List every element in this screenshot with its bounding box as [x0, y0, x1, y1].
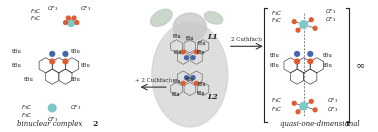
Circle shape	[308, 59, 313, 64]
Text: $CF_3$: $CF_3$	[70, 103, 82, 112]
Circle shape	[300, 21, 307, 28]
Circle shape	[67, 19, 75, 26]
Text: tBu: tBu	[197, 91, 206, 96]
Text: $F_3C$: $F_3C$	[271, 9, 283, 18]
Circle shape	[292, 101, 296, 105]
Text: + 2 Cu(hfac)₂: + 2 Cu(hfac)₂	[135, 78, 172, 83]
Text: 1: 1	[344, 120, 349, 128]
Text: tBu: tBu	[172, 92, 181, 97]
Text: tBu: tBu	[197, 50, 206, 55]
Circle shape	[308, 51, 313, 56]
Text: $F_3C$: $F_3C$	[30, 7, 42, 16]
Circle shape	[296, 110, 300, 114]
Text: $CF_3$: $CF_3$	[46, 115, 58, 124]
Circle shape	[292, 20, 296, 23]
Circle shape	[313, 26, 317, 30]
Text: $F_3C$: $F_3C$	[30, 14, 42, 23]
Text: $F_3C$: $F_3C$	[271, 96, 283, 105]
Ellipse shape	[173, 13, 206, 42]
Text: tBu: tBu	[23, 77, 33, 82]
Text: $CF_3$: $CF_3$	[327, 96, 338, 105]
Text: tBu: tBu	[71, 49, 81, 54]
Text: tBu: tBu	[322, 63, 332, 68]
Text: L1: L1	[207, 33, 217, 41]
Text: L2: L2	[207, 93, 217, 101]
Text: $CF_3$: $CF_3$	[327, 105, 338, 114]
Circle shape	[75, 21, 79, 24]
Circle shape	[63, 59, 68, 64]
Text: $CF_3$: $CF_3$	[46, 4, 58, 13]
Text: tBu: tBu	[12, 63, 22, 68]
Text: $CF_3$: $CF_3$	[325, 15, 336, 24]
Text: tBu: tBu	[174, 50, 183, 55]
Circle shape	[50, 59, 54, 64]
Text: tBu: tBu	[173, 34, 182, 39]
Text: ∞: ∞	[356, 60, 365, 70]
Circle shape	[295, 51, 299, 56]
Text: tBu: tBu	[198, 41, 206, 46]
Circle shape	[184, 56, 188, 60]
Text: tBu: tBu	[270, 53, 280, 58]
Circle shape	[313, 108, 317, 112]
Text: tBu: tBu	[71, 77, 81, 82]
Circle shape	[64, 21, 67, 24]
Circle shape	[300, 102, 307, 110]
Circle shape	[50, 51, 54, 56]
Ellipse shape	[150, 9, 172, 26]
Circle shape	[184, 76, 188, 79]
Ellipse shape	[204, 12, 223, 24]
Text: tBu: tBu	[198, 82, 206, 87]
Text: tBu: tBu	[270, 63, 280, 68]
Circle shape	[296, 28, 300, 32]
Circle shape	[181, 81, 185, 85]
Text: 2: 2	[92, 120, 98, 128]
Circle shape	[191, 56, 195, 60]
Text: quasi-one-dimensional: quasi-one-dimensional	[280, 120, 364, 128]
Circle shape	[48, 104, 56, 112]
Circle shape	[63, 51, 68, 56]
Circle shape	[195, 50, 198, 54]
Ellipse shape	[152, 23, 228, 127]
Circle shape	[309, 18, 313, 22]
Circle shape	[191, 76, 195, 79]
Text: $CF_3$: $CF_3$	[325, 7, 336, 16]
Text: 2 Cu(hfac)₂: 2 Cu(hfac)₂	[231, 37, 262, 42]
Circle shape	[181, 50, 185, 54]
Text: tBu: tBu	[322, 53, 332, 58]
Circle shape	[72, 16, 76, 20]
Text: $F_3C$: $F_3C$	[21, 103, 33, 112]
Text: $F_3C$: $F_3C$	[271, 16, 283, 25]
Text: $CF_3$: $CF_3$	[80, 4, 91, 13]
Circle shape	[195, 81, 198, 85]
Text: tBu: tBu	[186, 77, 194, 82]
Text: tBu: tBu	[81, 63, 90, 68]
Text: tBu: tBu	[12, 49, 22, 54]
Circle shape	[309, 99, 313, 103]
Text: tBu: tBu	[186, 36, 194, 41]
Circle shape	[67, 16, 70, 20]
Circle shape	[295, 59, 299, 64]
Text: binuclear complex: binuclear complex	[17, 120, 87, 128]
Text: $F_3C$: $F_3C$	[271, 105, 283, 114]
Text: tBu: tBu	[173, 79, 182, 84]
Text: $F_3C$: $F_3C$	[21, 111, 33, 120]
